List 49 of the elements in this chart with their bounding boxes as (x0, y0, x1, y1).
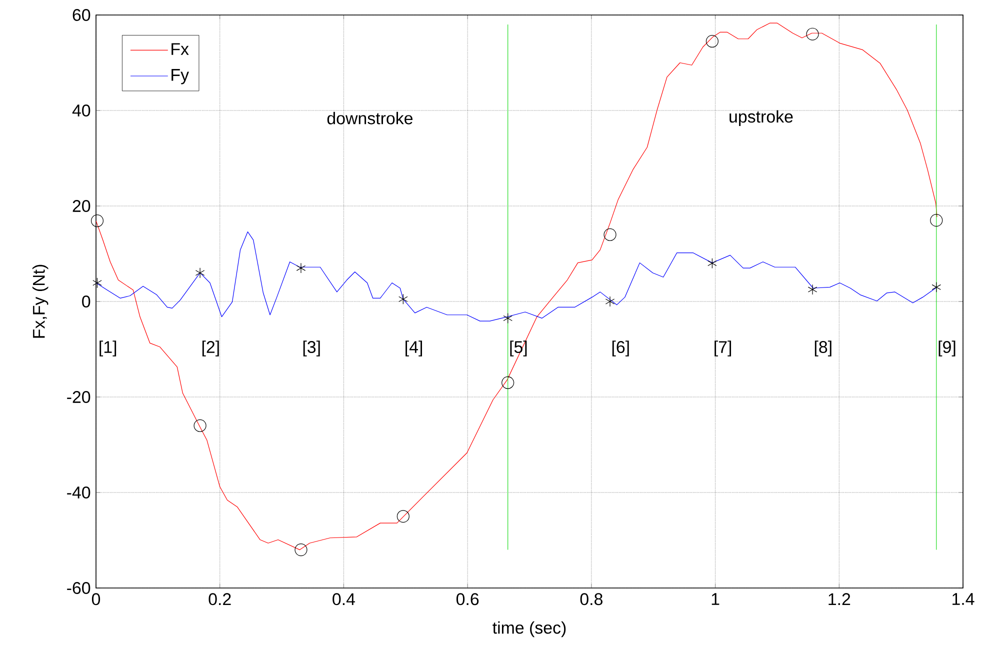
x-tick-label: 1.4 (952, 593, 974, 605)
point (932, 282, 941, 292)
y-tick-label: 60 (72, 8, 90, 21)
x-tick-label: 0.6 (456, 593, 479, 606)
point (806, 28, 819, 40)
point (503, 312, 512, 324)
annotation: [3] (303, 340, 320, 356)
annotation: [2] (202, 340, 219, 356)
y-tick-label: 40 (72, 104, 90, 116)
legend-label: Fx (172, 43, 189, 55)
point (808, 284, 818, 295)
point (930, 214, 943, 227)
annotation: [1] (100, 340, 116, 356)
annotation: [9] (938, 340, 956, 356)
x-tick-label: 1 (712, 593, 720, 605)
y-tick-label: -20 (67, 391, 90, 403)
annotation: downstroke (327, 112, 413, 124)
point (708, 258, 717, 269)
legend-label: Fy (172, 69, 189, 84)
x-tick-label: 0.8 (580, 593, 602, 606)
annotation: [8] (814, 340, 832, 356)
point (706, 34, 718, 48)
point (296, 262, 306, 274)
y-tick-label: 0 (82, 295, 90, 308)
y-axis-title: Fx,Fy (Nt) (32, 264, 48, 338)
point (604, 228, 616, 241)
x-tick-label: 0.4 (332, 593, 355, 606)
point (502, 376, 514, 389)
annotation: [4] (406, 340, 422, 356)
x-axis-title: time (sec) (492, 621, 566, 638)
annotation: [6] (612, 340, 629, 356)
point (398, 294, 408, 304)
point (92, 278, 102, 288)
point (195, 268, 205, 278)
point (294, 544, 308, 556)
point (605, 296, 615, 307)
line-series (96, 231, 938, 322)
x-tick-label: 0.2 (208, 593, 231, 606)
line-series (96, 22, 938, 550)
y-tick-label: -40 (67, 486, 90, 498)
x-tick-label: 0 (92, 593, 100, 606)
annotation: upstroke (730, 110, 793, 126)
annotation: [7] (714, 340, 732, 356)
x-tick-label: 1.2 (828, 593, 850, 606)
y-tick-label: -60 (67, 582, 90, 594)
point (396, 510, 410, 523)
point (90, 214, 104, 228)
y-tick-label: 20 (72, 200, 90, 212)
point (194, 419, 206, 432)
